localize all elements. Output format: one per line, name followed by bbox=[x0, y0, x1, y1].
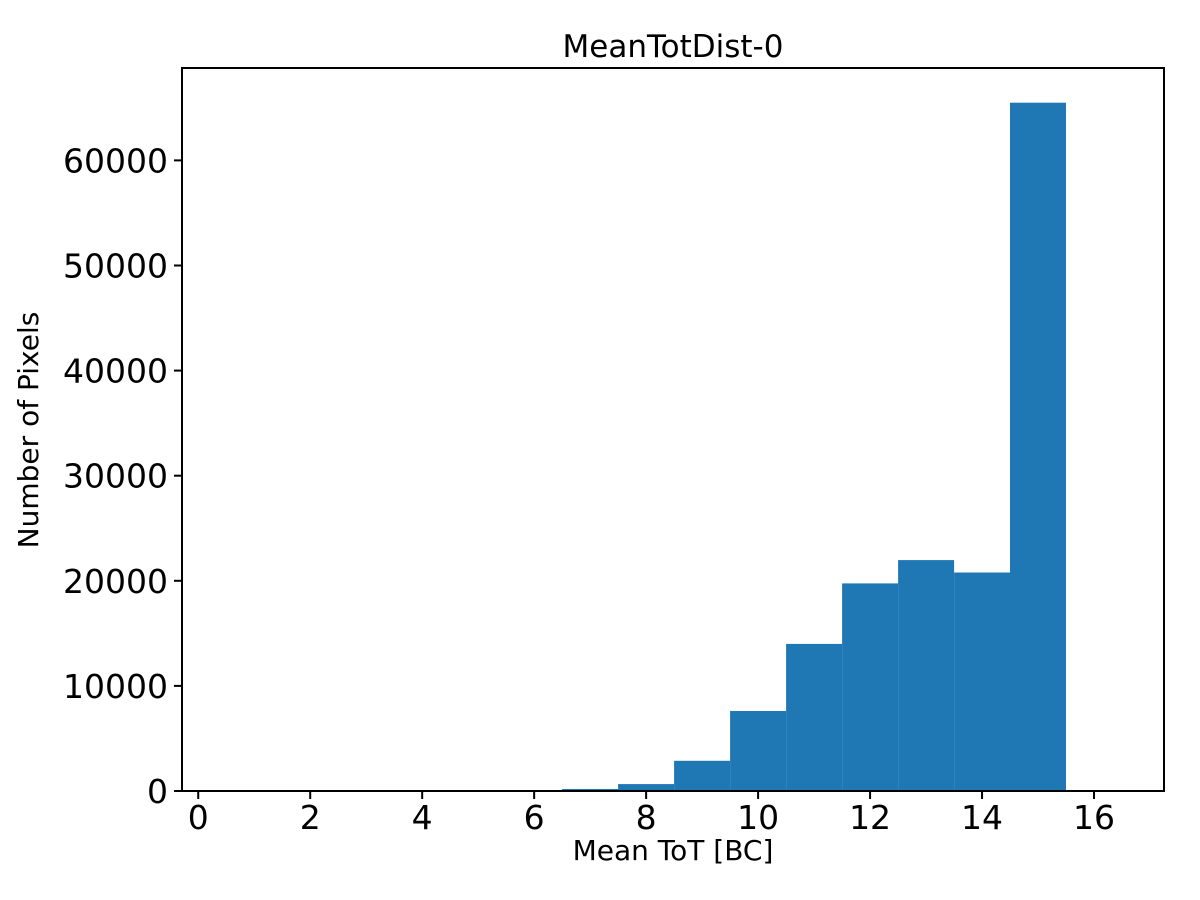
y-tick-label: 20000 bbox=[63, 562, 168, 601]
y-tick-label: 10000 bbox=[63, 667, 168, 706]
histogram-bar bbox=[842, 583, 899, 791]
histogram-bar bbox=[618, 784, 675, 791]
x-tick-label: 8 bbox=[636, 798, 657, 837]
x-tick-label: 2 bbox=[300, 798, 321, 837]
x-axis: 0 2 4 6 8 10 12 14 16 bbox=[188, 791, 1115, 837]
histogram-bar bbox=[730, 711, 787, 791]
histogram-bar bbox=[1010, 102, 1066, 791]
x-tick-label: 14 bbox=[961, 798, 1003, 837]
x-tick-label: 4 bbox=[412, 798, 433, 837]
y-tick-label: 50000 bbox=[63, 246, 168, 285]
x-tick-label: 10 bbox=[737, 798, 779, 837]
histogram-bars bbox=[562, 102, 1066, 791]
y-tick-label: 0 bbox=[147, 772, 168, 811]
x-tick-label: 6 bbox=[524, 798, 545, 837]
y-axis: 0 10000 20000 30000 40000 50000 60000 bbox=[63, 141, 182, 811]
histogram-bar bbox=[898, 560, 955, 791]
chart-title: MeanTotDist-0 bbox=[563, 29, 784, 65]
plot-border-overlay bbox=[181, 67, 1165, 792]
histogram-bar bbox=[954, 572, 1011, 791]
y-tick-label: 30000 bbox=[63, 457, 168, 496]
x-tick-label: 16 bbox=[1073, 798, 1115, 837]
histogram-bar bbox=[674, 760, 731, 791]
y-tick-label: 60000 bbox=[63, 141, 168, 180]
y-tick-label: 40000 bbox=[63, 352, 168, 391]
x-axis-label: Mean ToT [BC] bbox=[573, 834, 774, 867]
x-tick-label: 0 bbox=[188, 798, 209, 837]
y-axis-label: Number of Pixels bbox=[12, 312, 45, 549]
histogram-bar bbox=[786, 643, 843, 791]
x-tick-label: 12 bbox=[849, 798, 891, 837]
